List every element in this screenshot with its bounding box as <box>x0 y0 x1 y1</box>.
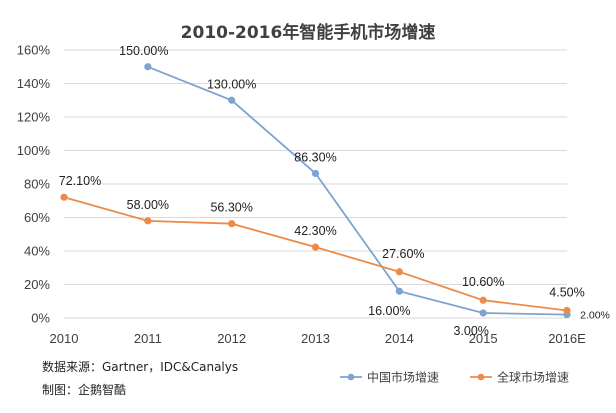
data-point <box>395 287 403 295</box>
data-point <box>144 217 152 225</box>
legend-marker <box>347 373 355 381</box>
data-point <box>479 296 487 304</box>
legend-label: 中国市场增速 <box>367 370 439 385</box>
x-tick-label: 2015 <box>469 331 498 346</box>
data-label: 10.60% <box>462 275 504 289</box>
chart-title: 2010-2016年智能手机市场增速 <box>181 22 436 43</box>
data-label: 4.50% <box>549 285 584 299</box>
y-tick-label: 40% <box>24 244 50 259</box>
y-tick-label: 100% <box>17 143 51 158</box>
y-tick-label: 80% <box>24 177 50 192</box>
data-point <box>60 193 68 201</box>
credit-note: 制图：企鹅智酷 <box>42 382 126 397</box>
data-labels: 150.00% 130.00% 86.30% 16.00% 3.00% 2.00% 72.1… <box>59 44 610 338</box>
y-tick-label: 0% <box>31 311 50 326</box>
data-point <box>228 96 236 104</box>
data-label: 56.30% <box>210 201 252 215</box>
data-label: 150.00% <box>119 44 168 58</box>
data-label: 2.00% <box>580 310 610 322</box>
data-label: 27.60% <box>382 247 424 261</box>
x-tick-label: 2014 <box>385 331 414 346</box>
y-tick-label: 20% <box>24 277 50 292</box>
x-tick-label: 2016E <box>548 331 586 346</box>
data-point <box>144 63 152 71</box>
x-tick-label: 2011 <box>134 331 162 346</box>
y-tick-label: 60% <box>24 210 50 225</box>
x-tick-label: 2010 <box>50 331 79 346</box>
series-line <box>147 65 568 316</box>
data-label: 42.30% <box>294 224 336 238</box>
data-label: 72.10% <box>59 174 101 188</box>
data-point <box>563 306 571 315</box>
legend-label: 全球市场增速 <box>497 370 569 385</box>
source-note: 数据来源：Gartner，IDC&Canalys <box>42 359 238 374</box>
x-tick-label: 2012 <box>217 331 246 346</box>
y-tick-label: 160% <box>17 43 51 58</box>
data-point <box>311 169 320 178</box>
y-tick-label: 140% <box>17 76 51 91</box>
data-point <box>311 243 320 251</box>
data-label: 16.00% <box>368 304 410 318</box>
legend: 中国市场增速 全球市场增速 <box>340 370 569 385</box>
data-label: 130.00% <box>207 77 256 91</box>
y-tick-label: 120% <box>17 110 51 125</box>
series-lines <box>60 63 571 319</box>
data-point <box>395 268 403 276</box>
data-label: 58.00% <box>127 198 169 212</box>
x-tick-label: 2013 <box>301 331 330 346</box>
legend-marker <box>477 373 485 381</box>
y-axis-ticks: 0% 20% 40% 60% 80% 100% 120% 140% 160% <box>17 43 51 326</box>
data-point <box>228 220 236 228</box>
x-axis-ticks: 2010 2011 2012 2013 2014 2015 2016E <box>50 331 587 346</box>
data-point <box>479 309 487 317</box>
series-line <box>63 196 568 312</box>
data-label: 86.30% <box>294 150 336 164</box>
data-label: 3.00% <box>453 324 488 338</box>
